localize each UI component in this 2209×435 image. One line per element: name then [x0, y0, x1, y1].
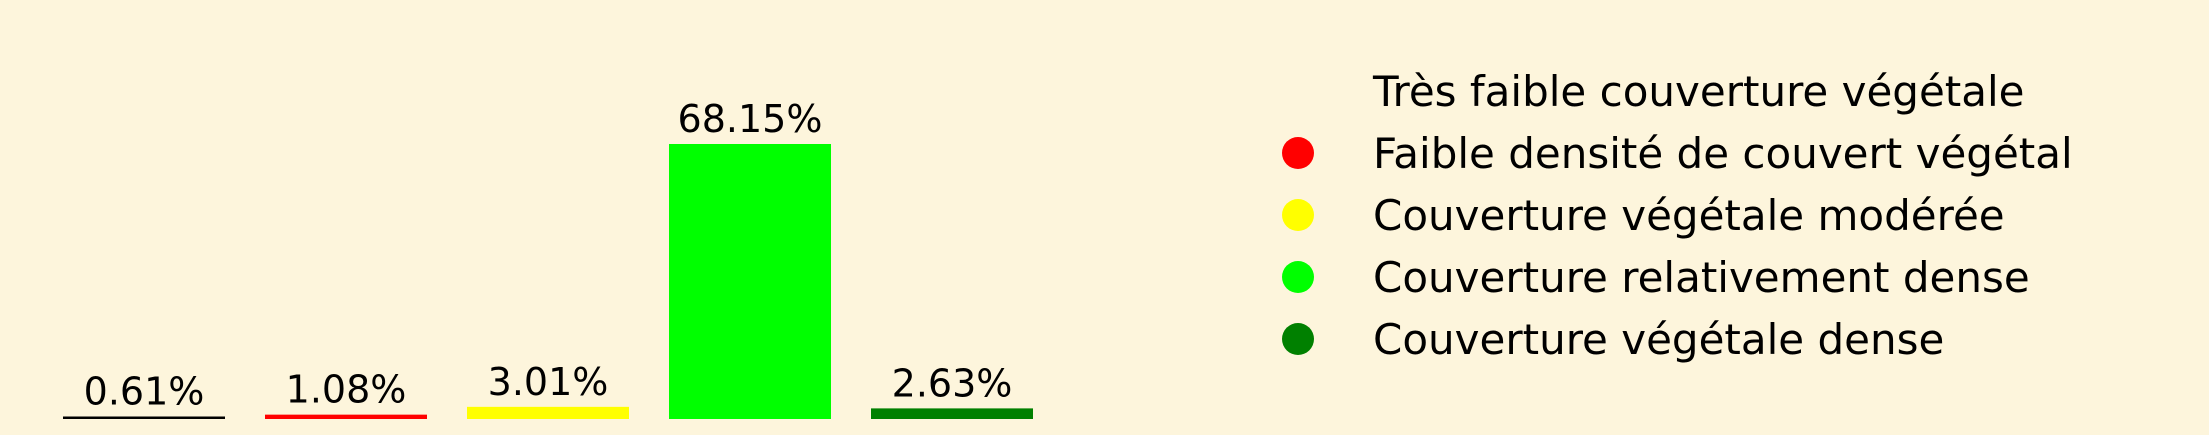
bars-group [63, 144, 1033, 419]
bar-5 [871, 408, 1033, 419]
legend-label-3: Couverture végétale modérée [1373, 191, 2005, 240]
bar-4 [669, 144, 831, 419]
legend: Très faible couverture végétale Faible de… [1282, 67, 2073, 364]
data-labels-group: 0.61% 1.08% 3.01% 68.15% 2.63% [84, 97, 1013, 414]
bar-value-label-2: 1.08% [286, 368, 407, 412]
bar-value-label-5: 2.63% [892, 361, 1013, 405]
legend-label-2: Faible densité de couvert végétal [1373, 129, 2073, 178]
legend-label-5: Couverture végétale dense [1373, 315, 1944, 364]
legend-label-1: Très faible couverture végétale [1372, 67, 2025, 116]
bar-value-label-1: 0.61% [84, 370, 205, 414]
bar-value-label-3: 3.01% [488, 360, 609, 404]
legend-marker-4 [1282, 261, 1314, 293]
legend-marker-5 [1282, 323, 1314, 355]
bar-value-label-4: 68.15% [678, 97, 823, 141]
bar-3 [467, 406, 629, 419]
legend-marker-1 [1282, 75, 1314, 107]
bar-1 [63, 416, 225, 419]
legend-marker-3 [1282, 199, 1314, 231]
bar-2 [265, 414, 427, 419]
legend-marker-2 [1282, 137, 1314, 169]
legend-label-4: Couverture relativement dense [1373, 253, 2030, 302]
